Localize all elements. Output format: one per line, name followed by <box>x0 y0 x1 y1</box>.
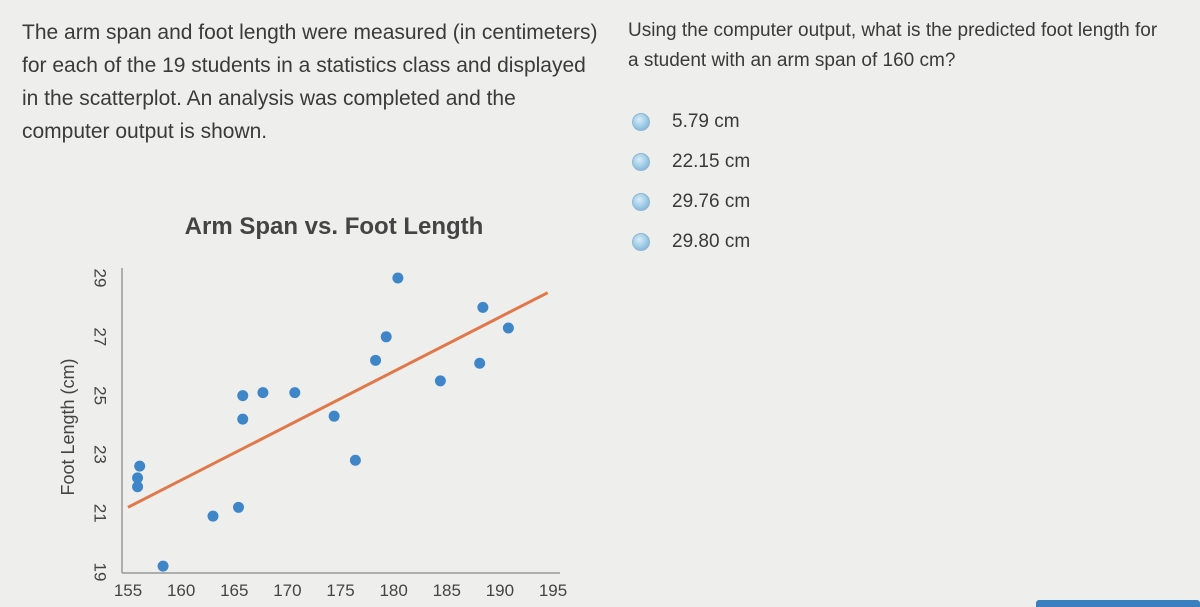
y-tick-label: 27 <box>91 327 110 346</box>
option[interactable]: 29.80 cm <box>632 222 750 262</box>
option[interactable]: 22.15 cm <box>632 142 750 182</box>
data-point <box>132 472 144 484</box>
trend-line <box>127 291 549 509</box>
radio-button[interactable] <box>632 153 650 171</box>
option-label[interactable]: 29.76 cm <box>672 191 751 212</box>
x-tick-label: 170 <box>273 581 301 600</box>
chart-title: Arm Span vs. Foot Length <box>185 213 484 240</box>
data-point <box>132 481 144 493</box>
x-tick-label: 180 <box>379 581 407 600</box>
x-tick-label: 190 <box>486 581 514 600</box>
chart: Arm Span vs. Foot Length Foot Length (cm… <box>58 213 567 600</box>
x-tick-label: 155 <box>114 581 142 600</box>
x-tick-label: 165 <box>220 581 248 600</box>
y-tick-label: 23 <box>91 445 110 464</box>
data-point <box>134 460 146 472</box>
data-point <box>392 272 404 284</box>
data-point <box>328 410 340 422</box>
data-point <box>257 387 269 399</box>
y-tick-label: 29 <box>91 269 110 288</box>
x-tick-label: 185 <box>433 581 461 600</box>
radio-button[interactable] <box>632 193 650 211</box>
data-point <box>434 375 446 387</box>
data-point <box>380 331 392 343</box>
data-point <box>502 322 514 334</box>
y-tick-label: 19 <box>91 563 110 582</box>
data-point <box>237 390 249 402</box>
x-tick-label: 160 <box>167 581 195 600</box>
option-label[interactable]: 22.15 cm <box>672 151 751 172</box>
button-edge[interactable] <box>1036 600 1200 607</box>
data-point <box>157 560 169 572</box>
passage: The arm span and foot length were measur… <box>22 21 598 143</box>
option[interactable]: 5.79 cm <box>632 102 750 142</box>
x-tick-label: 195 <box>539 581 567 600</box>
data-point <box>233 501 244 513</box>
option[interactable]: 29.76 cm <box>632 182 750 222</box>
options: 5.79 cm 22.15 cm 29.76 cm 29.80 cm <box>632 102 750 262</box>
data-point <box>237 413 249 425</box>
data-point <box>349 454 361 466</box>
data-point <box>474 357 486 369</box>
data-point <box>289 387 301 399</box>
data-point <box>207 510 219 522</box>
y-tick-label: 25 <box>91 386 110 405</box>
radio-button[interactable] <box>632 233 650 251</box>
y-axis-label: Foot Length (cm) <box>58 358 78 495</box>
data-point <box>477 301 489 313</box>
y-tick-label: 21 <box>91 504 110 523</box>
x-tick-label: 175 <box>326 581 354 600</box>
data-point <box>370 354 382 366</box>
option-label[interactable]: 29.80 cm <box>672 231 751 252</box>
radio-button[interactable] <box>632 113 650 131</box>
option-label[interactable]: 5.79 cm <box>672 111 740 132</box>
question: Using the computer output, what is the p… <box>628 20 1158 71</box>
